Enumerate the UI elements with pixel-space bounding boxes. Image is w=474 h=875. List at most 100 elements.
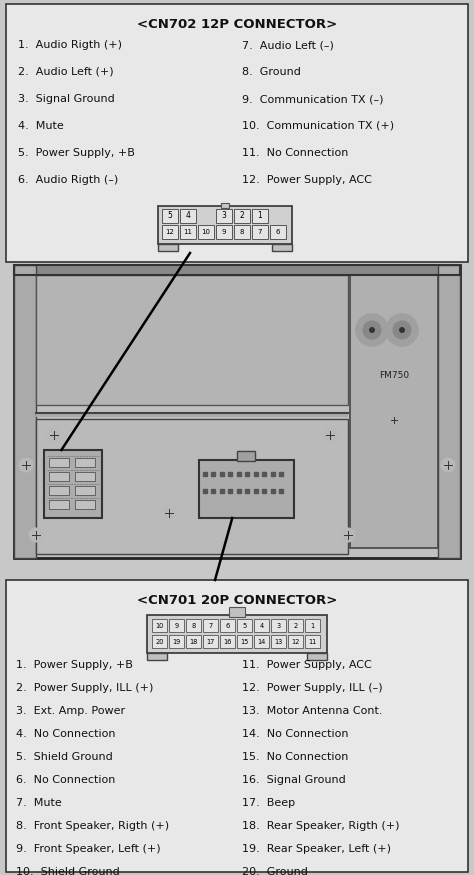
Text: 11.  No Connection: 11. No Connection — [242, 148, 348, 158]
Text: 6: 6 — [225, 622, 229, 628]
Text: 17.  Beep: 17. Beep — [242, 798, 295, 808]
Bar — [229, 607, 245, 617]
Bar — [14, 265, 460, 275]
Bar — [254, 635, 269, 648]
Bar — [14, 265, 36, 558]
Text: 12: 12 — [292, 639, 300, 645]
Text: 6: 6 — [276, 229, 280, 235]
Bar — [6, 4, 468, 262]
Text: 8.  Ground: 8. Ground — [242, 67, 301, 77]
Text: 4.  No Connection: 4. No Connection — [16, 729, 116, 739]
Text: 12: 12 — [165, 229, 174, 235]
Bar — [270, 225, 286, 239]
Text: 11: 11 — [183, 229, 192, 235]
Text: 12.  Power Supply, ACC: 12. Power Supply, ACC — [242, 175, 372, 185]
Bar — [36, 419, 348, 554]
Bar — [272, 244, 292, 251]
Circle shape — [441, 458, 455, 472]
Bar — [169, 619, 184, 632]
Text: 6.  No Connection: 6. No Connection — [16, 775, 115, 785]
Circle shape — [19, 458, 33, 472]
Text: 7: 7 — [209, 622, 213, 628]
Circle shape — [323, 428, 337, 442]
Text: 2.  Audio Left (+): 2. Audio Left (+) — [18, 67, 114, 77]
Bar — [237, 635, 252, 648]
Bar — [237, 451, 255, 461]
Bar — [271, 619, 286, 632]
Bar — [288, 635, 303, 648]
Bar — [152, 619, 167, 632]
Bar — [186, 619, 201, 632]
Bar — [158, 244, 178, 251]
Circle shape — [388, 414, 400, 426]
Text: 1: 1 — [310, 622, 315, 628]
Text: 10: 10 — [201, 229, 210, 235]
Bar — [169, 635, 184, 648]
Bar — [14, 265, 460, 275]
Circle shape — [386, 314, 418, 346]
Bar — [75, 472, 95, 481]
Bar — [221, 203, 229, 208]
Bar — [180, 225, 196, 239]
Text: 14.  No Connection: 14. No Connection — [242, 729, 348, 739]
Text: <CN702 12P CONNECTOR>: <CN702 12P CONNECTOR> — [137, 18, 337, 31]
Text: 8.  Front Speaker, Rigth (+): 8. Front Speaker, Rigth (+) — [16, 821, 169, 831]
Text: 9.  Communication TX (–): 9. Communication TX (–) — [242, 94, 383, 104]
Bar — [252, 209, 268, 223]
Bar — [199, 460, 294, 518]
Bar — [14, 265, 460, 558]
Text: 5.  Power Supply, +B: 5. Power Supply, +B — [18, 148, 135, 158]
Bar — [158, 206, 292, 244]
Text: 13: 13 — [274, 639, 283, 645]
Text: 7.  Audio Left (–): 7. Audio Left (–) — [242, 40, 334, 50]
Text: 4: 4 — [259, 622, 264, 628]
Text: 15.  No Connection: 15. No Connection — [242, 752, 348, 762]
Text: 2.  Power Supply, ILL (+): 2. Power Supply, ILL (+) — [16, 683, 154, 693]
Text: 6.  Audio Rigth (–): 6. Audio Rigth (–) — [18, 175, 118, 185]
Bar — [271, 635, 286, 648]
Text: 4: 4 — [185, 212, 191, 220]
Bar — [216, 209, 232, 223]
Text: 11: 11 — [309, 639, 317, 645]
Bar — [305, 635, 320, 648]
Bar — [307, 653, 327, 660]
Bar — [237, 619, 252, 632]
Text: 14: 14 — [257, 639, 266, 645]
Text: 3: 3 — [221, 212, 227, 220]
Bar — [147, 653, 167, 660]
Bar — [75, 486, 95, 495]
Text: 3: 3 — [276, 622, 281, 628]
Text: 3.  Ext. Amp. Power: 3. Ext. Amp. Power — [16, 706, 125, 716]
Text: 2: 2 — [293, 622, 298, 628]
Text: 17: 17 — [206, 639, 215, 645]
Circle shape — [341, 528, 355, 542]
Bar — [44, 450, 102, 518]
Circle shape — [393, 321, 411, 339]
Bar — [234, 209, 250, 223]
Bar — [305, 619, 320, 632]
Bar — [162, 209, 178, 223]
Circle shape — [363, 321, 381, 339]
Text: 20.  Ground: 20. Ground — [242, 867, 308, 875]
Circle shape — [47, 428, 61, 442]
Text: 10: 10 — [155, 622, 164, 628]
Bar — [220, 635, 235, 648]
Circle shape — [369, 327, 375, 333]
Bar — [203, 619, 218, 632]
Bar — [36, 413, 348, 417]
Text: 9.  Front Speaker, Left (+): 9. Front Speaker, Left (+) — [16, 844, 161, 854]
Text: 9: 9 — [222, 229, 226, 235]
Circle shape — [162, 506, 176, 520]
Text: 4.  Mute: 4. Mute — [18, 121, 64, 131]
Text: 7.  Mute: 7. Mute — [16, 798, 62, 808]
Bar — [6, 580, 468, 872]
Bar — [147, 615, 327, 653]
Bar — [252, 225, 268, 239]
Bar — [288, 619, 303, 632]
Circle shape — [29, 528, 43, 542]
Bar — [75, 500, 95, 509]
Text: 19.  Rear Speaker, Left (+): 19. Rear Speaker, Left (+) — [242, 844, 391, 854]
Text: 1: 1 — [258, 212, 263, 220]
Bar — [49, 486, 69, 495]
Text: 10.  Communication TX (+): 10. Communication TX (+) — [242, 121, 394, 131]
